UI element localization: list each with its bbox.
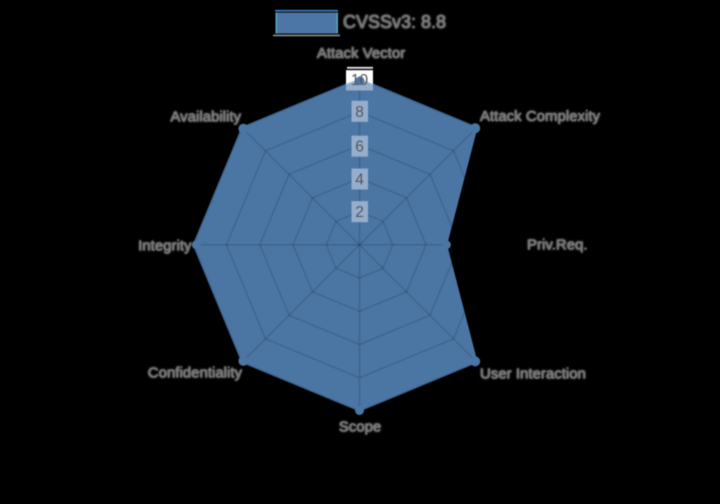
svg-text:User Interaction: User Interaction [480,366,586,383]
svg-text:Integrity: Integrity [138,238,192,255]
svg-text:6: 6 [355,139,364,156]
svg-text:Availability: Availability [170,109,241,126]
svg-text:CVSSv3: 8.8: CVSSv3: 8.8 [343,12,446,32]
svg-text:Priv.Req.: Priv.Req. [527,237,588,254]
svg-text:8: 8 [355,104,364,121]
svg-text:10: 10 [351,72,369,89]
svg-text:2: 2 [355,204,364,221]
svg-text:4: 4 [355,172,364,189]
svg-text:Attack Complexity: Attack Complexity [480,108,601,125]
svg-text:Confidentiality: Confidentiality [148,365,243,382]
svg-text:Attack Vector: Attack Vector [317,45,405,62]
svg-text:Scope: Scope [339,419,382,436]
